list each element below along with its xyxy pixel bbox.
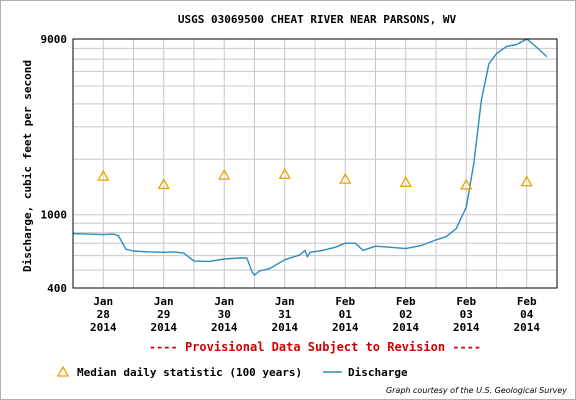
legend: Median daily statistic (100 years) Disch… bbox=[56, 365, 408, 379]
x-tick-label: 01 bbox=[339, 308, 353, 321]
x-tick-label: 04 bbox=[520, 308, 534, 321]
median-point bbox=[157, 178, 170, 190]
median-point bbox=[218, 168, 231, 180]
x-tick-label: 02 bbox=[399, 308, 412, 321]
chart-title: USGS 03069500 CHEAT RIVER NEAR PARSONS, … bbox=[178, 13, 457, 26]
legend-discharge-label: Discharge bbox=[348, 366, 408, 379]
y-axis-ticks: 400 1000 9000 bbox=[41, 33, 68, 295]
series-layer bbox=[72, 38, 548, 276]
x-tick-label: 30 bbox=[218, 308, 231, 321]
x-tick-label: 28 bbox=[97, 308, 110, 321]
grid bbox=[73, 39, 557, 288]
credit-text: Graph courtesy of the U.S. Geological Su… bbox=[386, 386, 567, 395]
x-tick-label: 2014 bbox=[332, 321, 359, 334]
x-tick-label: Feb bbox=[517, 295, 537, 308]
x-tick-label: 2014 bbox=[151, 321, 178, 334]
x-tick-label: Feb bbox=[335, 295, 355, 308]
y-axis-label: Discharge, cubic feet per second bbox=[21, 60, 34, 272]
x-tick-label: 03 bbox=[460, 308, 473, 321]
x-tick-label: Jan bbox=[154, 295, 174, 308]
y-tick-label: 400 bbox=[47, 282, 67, 295]
discharge-series-line bbox=[72, 38, 548, 276]
legend-median-marker bbox=[56, 365, 70, 377]
x-axis-ticks: Jan282014Jan292014Jan302014Jan312014Feb0… bbox=[90, 295, 540, 334]
median-point bbox=[399, 175, 412, 187]
median-point bbox=[520, 175, 533, 187]
x-tick-label: 2014 bbox=[393, 321, 420, 334]
x-tick-label: 2014 bbox=[90, 321, 117, 334]
median-point bbox=[278, 167, 291, 179]
x-tick-label: 2014 bbox=[514, 321, 541, 334]
x-tick-label: Jan bbox=[214, 295, 234, 308]
legend-median-label: Median daily statistic (100 years) bbox=[77, 366, 302, 379]
median-point bbox=[460, 178, 473, 190]
x-tick-label: 31 bbox=[278, 308, 292, 321]
provisional-notice: ---- Provisional Data Subject to Revisio… bbox=[149, 340, 481, 354]
x-tick-label: Feb bbox=[396, 295, 416, 308]
y-tick-label: 9000 bbox=[41, 33, 68, 46]
plot-border bbox=[72, 38, 558, 289]
x-tick-label: 29 bbox=[157, 308, 170, 321]
x-tick-label: Jan bbox=[275, 295, 295, 308]
x-tick-label: Jan bbox=[93, 295, 113, 308]
y-tick-label: 1000 bbox=[41, 209, 68, 222]
x-tick-label: 2014 bbox=[453, 321, 480, 334]
median-markers bbox=[97, 167, 533, 190]
x-tick-label: 2014 bbox=[272, 321, 299, 334]
x-tick-label: Feb bbox=[456, 295, 476, 308]
median-point bbox=[97, 169, 110, 181]
x-tick-label: 2014 bbox=[211, 321, 238, 334]
median-point bbox=[339, 172, 352, 184]
